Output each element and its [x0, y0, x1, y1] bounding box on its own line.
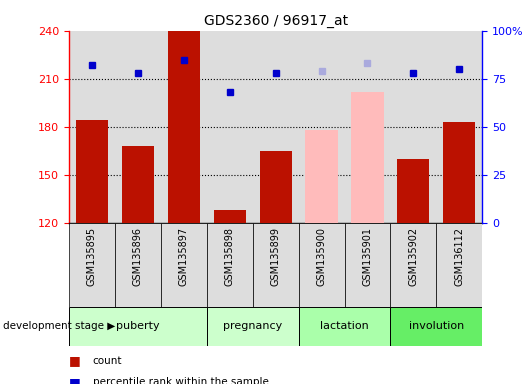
- Bar: [161, 31, 207, 223]
- Text: GSM135899: GSM135899: [271, 227, 280, 286]
- Text: GSM135896: GSM135896: [133, 227, 143, 286]
- Bar: [115, 223, 161, 307]
- Text: ■: ■: [69, 376, 81, 384]
- Bar: [298, 223, 344, 307]
- Title: GDS2360 / 96917_at: GDS2360 / 96917_at: [204, 14, 348, 28]
- Bar: [253, 31, 298, 223]
- Text: puberty: puberty: [116, 321, 160, 331]
- Bar: [69, 307, 207, 346]
- Bar: [207, 31, 253, 223]
- Bar: [76, 120, 108, 223]
- Text: count: count: [93, 356, 122, 366]
- Bar: [436, 223, 482, 307]
- Bar: [398, 159, 429, 223]
- Bar: [443, 122, 475, 223]
- Bar: [298, 31, 344, 223]
- Bar: [161, 223, 207, 307]
- Text: pregnancy: pregnancy: [223, 321, 282, 331]
- Bar: [436, 31, 482, 223]
- Bar: [253, 223, 298, 307]
- Bar: [69, 31, 115, 223]
- Text: GSM135900: GSM135900: [316, 227, 326, 286]
- Text: ■: ■: [69, 354, 81, 367]
- Bar: [298, 307, 391, 346]
- Bar: [214, 210, 246, 223]
- Bar: [391, 307, 482, 346]
- Text: GSM135897: GSM135897: [179, 227, 189, 286]
- Bar: [260, 151, 292, 223]
- Bar: [122, 146, 154, 223]
- Bar: [207, 223, 253, 307]
- Bar: [305, 130, 338, 223]
- Text: GSM135902: GSM135902: [409, 227, 418, 286]
- Text: GSM135898: GSM135898: [225, 227, 235, 286]
- Bar: [344, 31, 391, 223]
- Text: GSM136112: GSM136112: [454, 227, 464, 286]
- Text: lactation: lactation: [320, 321, 369, 331]
- Bar: [351, 91, 384, 223]
- Bar: [69, 223, 115, 307]
- Text: GSM135901: GSM135901: [363, 227, 373, 286]
- Text: development stage ▶: development stage ▶: [3, 321, 115, 331]
- Bar: [391, 31, 436, 223]
- Bar: [207, 307, 298, 346]
- Bar: [391, 223, 436, 307]
- Bar: [344, 223, 391, 307]
- Text: involution: involution: [409, 321, 464, 331]
- Text: percentile rank within the sample: percentile rank within the sample: [93, 377, 269, 384]
- Text: GSM135895: GSM135895: [87, 227, 97, 286]
- Bar: [115, 31, 161, 223]
- Bar: [167, 31, 200, 223]
